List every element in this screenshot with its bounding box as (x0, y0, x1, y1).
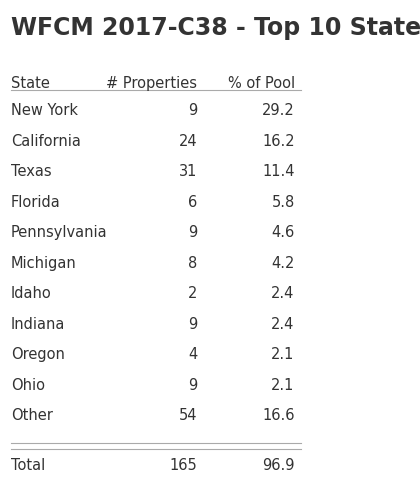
Text: 16.2: 16.2 (262, 133, 295, 149)
Text: 24: 24 (179, 133, 197, 149)
Text: 16.6: 16.6 (262, 408, 295, 423)
Text: 4: 4 (188, 347, 197, 362)
Text: Florida: Florida (10, 195, 60, 209)
Text: New York: New York (10, 103, 78, 118)
Text: 2.4: 2.4 (271, 317, 295, 332)
Text: 9: 9 (188, 317, 197, 332)
Text: 31: 31 (179, 164, 197, 179)
Text: State: State (10, 76, 50, 92)
Text: 6: 6 (188, 195, 197, 209)
Text: 2.1: 2.1 (271, 347, 295, 362)
Text: # Properties: # Properties (106, 76, 197, 92)
Text: 5.8: 5.8 (271, 195, 295, 209)
Text: Indiana: Indiana (10, 317, 65, 332)
Text: 96.9: 96.9 (262, 458, 295, 473)
Text: 9: 9 (188, 225, 197, 240)
Text: Michigan: Michigan (10, 256, 76, 271)
Text: 9: 9 (188, 103, 197, 118)
Text: 165: 165 (170, 458, 197, 473)
Text: 2.1: 2.1 (271, 377, 295, 393)
Text: 54: 54 (179, 408, 197, 423)
Text: California: California (10, 133, 81, 149)
Text: Oregon: Oregon (10, 347, 65, 362)
Text: 2.4: 2.4 (271, 286, 295, 301)
Text: 8: 8 (188, 256, 197, 271)
Text: 4.2: 4.2 (271, 256, 295, 271)
Text: % of Pool: % of Pool (228, 76, 295, 92)
Text: Other: Other (10, 408, 52, 423)
Text: 9: 9 (188, 377, 197, 393)
Text: Texas: Texas (10, 164, 51, 179)
Text: Pennsylvania: Pennsylvania (10, 225, 107, 240)
Text: 2: 2 (188, 286, 197, 301)
Text: Ohio: Ohio (10, 377, 45, 393)
Text: Idaho: Idaho (10, 286, 51, 301)
Text: 4.6: 4.6 (271, 225, 295, 240)
Text: WFCM 2017-C38 - Top 10 States: WFCM 2017-C38 - Top 10 States (10, 16, 420, 40)
Text: 29.2: 29.2 (262, 103, 295, 118)
Text: 11.4: 11.4 (262, 164, 295, 179)
Text: Total: Total (10, 458, 45, 473)
